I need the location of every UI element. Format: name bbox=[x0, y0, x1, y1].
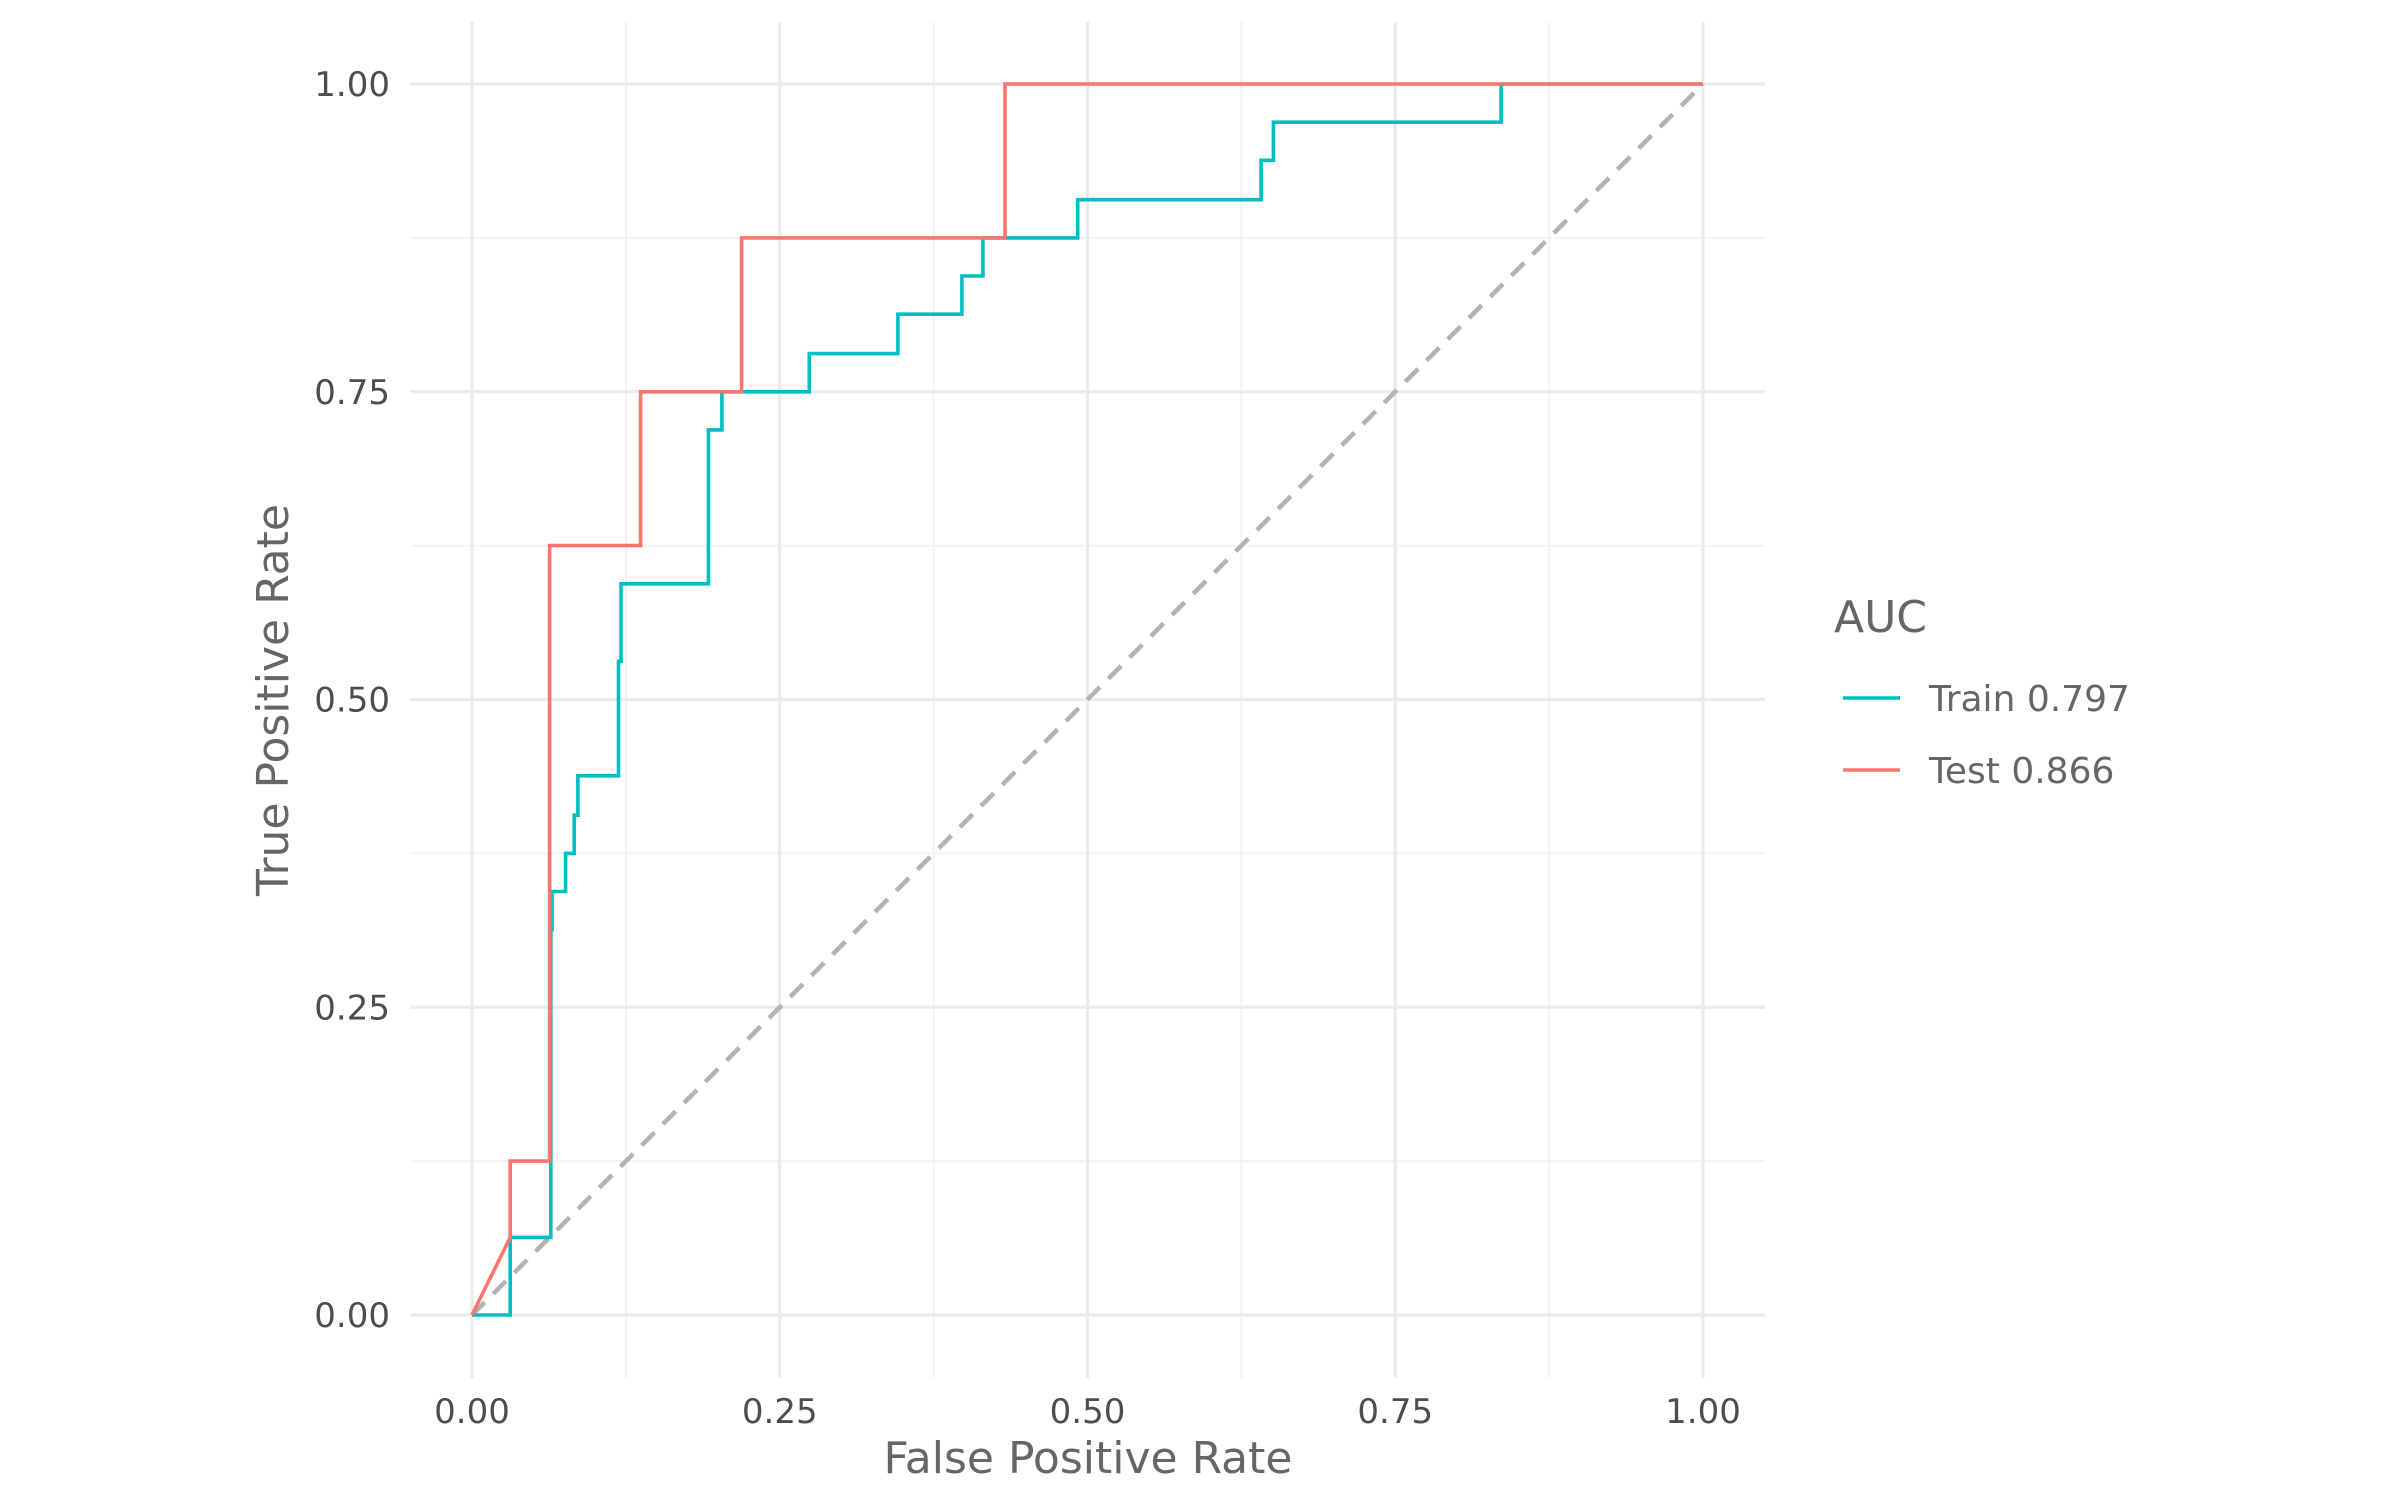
legend-items: Train 0.797 Test 0.866 bbox=[1843, 679, 2130, 792]
legend-title: AUC bbox=[1834, 592, 1927, 643]
legend: AUC Train 0.797 Test 0.866 bbox=[1834, 592, 2130, 792]
y-tick-label: 0.00 bbox=[314, 1296, 390, 1336]
reference-line bbox=[470, 82, 1705, 1317]
y-axis-title: True Positive Rate bbox=[248, 504, 299, 897]
x-tick-label: 1.00 bbox=[1665, 1392, 1741, 1432]
test-roc-curve bbox=[470, 82, 1703, 1316]
x-tick-label: 0.75 bbox=[1357, 1392, 1433, 1432]
roc-curves bbox=[470, 82, 1703, 1317]
legend-label: Train 0.797 bbox=[1928, 679, 2130, 720]
x-axis-title: False Positive Rate bbox=[884, 1433, 1293, 1484]
x-tick-label: 0.00 bbox=[434, 1392, 510, 1432]
x-tick-label: 0.25 bbox=[742, 1392, 818, 1432]
reference-diagonal bbox=[470, 82, 1705, 1317]
train-roc-curve bbox=[472, 82, 1703, 1317]
x-tick-label: 0.50 bbox=[1050, 1392, 1126, 1432]
y-tick-label: 0.75 bbox=[314, 373, 390, 413]
x-axis-ticks: 0.00 0.25 0.50 0.75 1.00 bbox=[434, 1392, 1741, 1432]
legend-label: Test 0.866 bbox=[1928, 751, 2114, 792]
y-tick-label: 0.25 bbox=[314, 988, 390, 1028]
y-tick-label: 1.00 bbox=[314, 65, 390, 105]
y-tick-label: 0.50 bbox=[314, 681, 390, 721]
y-axis-ticks: 0.00 0.25 0.50 0.75 1.00 bbox=[314, 65, 390, 1336]
